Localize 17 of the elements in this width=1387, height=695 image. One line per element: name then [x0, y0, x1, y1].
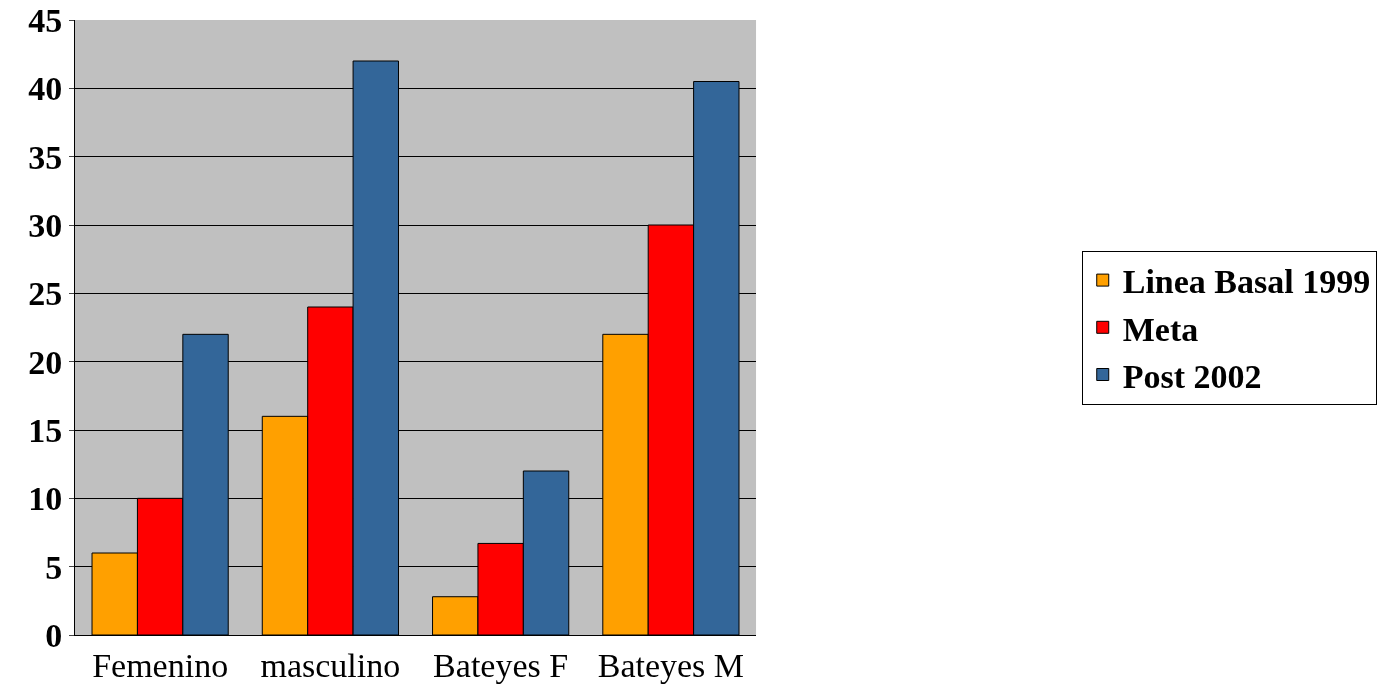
x-tick-label: Bateyes F	[433, 646, 569, 684]
y-tick-label: 15	[28, 411, 63, 449]
legend-label: Linea Basal 1999	[1122, 263, 1371, 301]
legend-label: Meta	[1122, 310, 1199, 348]
y-tick-label: 20	[28, 343, 63, 381]
y-tick-label: 30	[28, 206, 63, 244]
x-tick-label: Bateyes M	[597, 646, 745, 684]
y-tick-label: 10	[28, 480, 63, 518]
y-tick-label: 5	[45, 548, 63, 586]
x-tick-label: masculino	[260, 646, 401, 684]
legend-label: Post 2002	[1122, 357, 1262, 395]
y-tick-label: 25	[28, 275, 63, 313]
y-tick-label: 0	[45, 616, 63, 654]
y-tick-label: 35	[28, 138, 63, 176]
x-tick-label: Femenino	[92, 646, 229, 684]
y-tick-label: 45	[28, 1, 63, 39]
y-tick-label: 40	[28, 70, 63, 108]
